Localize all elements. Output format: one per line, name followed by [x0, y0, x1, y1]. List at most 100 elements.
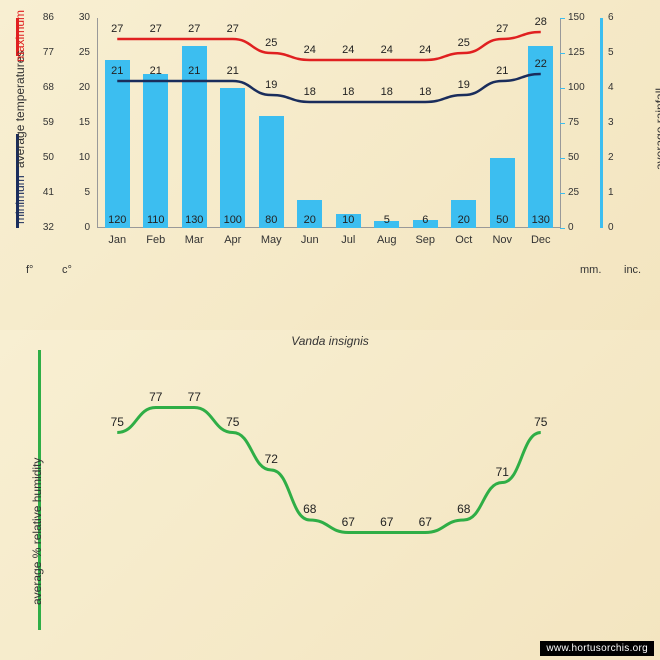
tick-in: 2 — [608, 152, 614, 163]
max-temp-value: 24 — [342, 44, 354, 56]
climate-chart-panel: 120Jan110Feb130Mar100Apr80May20Jun10Jul5… — [0, 0, 660, 330]
tick-in: 6 — [608, 12, 614, 23]
rainfall-axis-bar — [600, 18, 603, 228]
month-label: Sep — [415, 234, 435, 246]
humidity-value: 68 — [457, 502, 470, 516]
label-avg-temp: average temperatures — [13, 51, 27, 168]
month-label: Aug — [377, 234, 397, 246]
min-temp-value: 21 — [111, 65, 123, 77]
humidity-value: 67 — [342, 515, 355, 529]
label-humidity: average % relative humidity — [30, 458, 44, 605]
tick-mm: 50 — [568, 152, 579, 163]
humidity-value: 75 — [111, 415, 124, 429]
max-temp-value: 24 — [381, 44, 393, 56]
rainfall-value: 130 — [532, 214, 550, 226]
tick-mark-right — [560, 193, 565, 194]
tick-c: 30 — [64, 12, 90, 23]
tick-c: 0 — [64, 222, 90, 233]
humidity-value: 77 — [188, 390, 201, 404]
month-label: Jan — [108, 234, 126, 246]
max-temp-value: 27 — [111, 23, 123, 35]
unit-f: f° — [26, 264, 33, 276]
rainfall-bar — [528, 46, 553, 228]
rainfall-value: 20 — [458, 214, 470, 226]
tick-f: 77 — [28, 47, 54, 58]
rainfall-value: 5 — [384, 214, 390, 226]
tick-mark-right — [560, 18, 565, 19]
min-temp-value: 19 — [265, 79, 277, 91]
humidity-value: 67 — [419, 515, 432, 529]
rainfall-value: 130 — [185, 214, 203, 226]
rainfall-value: 80 — [265, 214, 277, 226]
rainfall-value: 10 — [342, 214, 354, 226]
tick-mm: 100 — [568, 82, 585, 93]
month-label: May — [261, 234, 282, 246]
month-label: Jul — [341, 234, 355, 246]
max-temp-line — [117, 32, 541, 60]
humidity-chart-panel: Vanda insignis 757777757268676767687175 … — [0, 330, 660, 660]
tick-in: 4 — [608, 82, 614, 93]
min-temp-value: 22 — [535, 58, 547, 70]
tick-mark-right — [560, 158, 565, 159]
unit-mm: mm. — [580, 264, 601, 276]
max-temp-value: 28 — [535, 16, 547, 28]
max-temp-value: 27 — [496, 23, 508, 35]
tick-mm: 75 — [568, 117, 579, 128]
humidity-line-svg — [98, 370, 560, 620]
tick-c: 20 — [64, 82, 90, 93]
rainfall-value: 100 — [224, 214, 242, 226]
min-temp-value: 18 — [381, 86, 393, 98]
rainfall-value: 110 — [147, 214, 165, 226]
label-minimum: minimum — [13, 175, 27, 224]
tick-f: 32 — [28, 222, 54, 233]
month-label: Jun — [301, 234, 319, 246]
min-temp-value: 21 — [496, 65, 508, 77]
tick-c: 15 — [64, 117, 90, 128]
tick-c: 10 — [64, 152, 90, 163]
tick-f: 86 — [28, 12, 54, 23]
min-temp-value: 19 — [458, 79, 470, 91]
tick-in: 5 — [608, 47, 614, 58]
tick-f: 41 — [28, 187, 54, 198]
max-temp-value: 25 — [265, 37, 277, 49]
rainfall-value: 120 — [108, 214, 126, 226]
max-temp-value: 27 — [227, 23, 239, 35]
max-temp-value: 27 — [150, 23, 162, 35]
min-temp-value: 21 — [227, 65, 239, 77]
tick-f: 59 — [28, 117, 54, 128]
max-temp-value: 24 — [419, 44, 431, 56]
tick-mm: 0 — [568, 222, 574, 233]
label-avg-rainfall: average rainfall — [653, 88, 660, 170]
rainfall-value: 50 — [496, 214, 508, 226]
max-temp-value: 24 — [304, 44, 316, 56]
label-maximum: maximum — [13, 10, 27, 62]
unit-c: c° — [62, 264, 72, 276]
humidity-value: 75 — [226, 415, 239, 429]
tick-mark-right — [560, 53, 565, 54]
tick-c: 25 — [64, 47, 90, 58]
tick-c: 5 — [64, 187, 90, 198]
month-label: Oct — [455, 234, 472, 246]
tick-in: 0 — [608, 222, 614, 233]
min-temp-line — [117, 74, 541, 102]
species-title: Vanda insignis — [0, 334, 660, 348]
min-temp-value: 21 — [188, 65, 200, 77]
tick-mm: 150 — [568, 12, 585, 23]
rainfall-value: 20 — [304, 214, 316, 226]
rainfall-bar — [143, 74, 168, 228]
min-temp-value: 21 — [150, 65, 162, 77]
humidity-value: 72 — [265, 452, 278, 466]
month-label: Feb — [146, 234, 165, 246]
tick-in: 3 — [608, 117, 614, 128]
watermark: www.hortusorchis.org — [540, 641, 654, 656]
month-label: Dec — [531, 234, 551, 246]
tick-mark-right — [560, 88, 565, 89]
top-chart-area: 120Jan110Feb130Mar100Apr80May20Jun10Jul5… — [98, 18, 560, 228]
tick-f: 68 — [28, 82, 54, 93]
max-temp-value: 25 — [458, 37, 470, 49]
tick-mm: 125 — [568, 47, 585, 58]
y-axis-left — [97, 18, 98, 228]
min-temp-value: 18 — [342, 86, 354, 98]
humidity-value: 77 — [149, 390, 162, 404]
month-label: Mar — [185, 234, 204, 246]
